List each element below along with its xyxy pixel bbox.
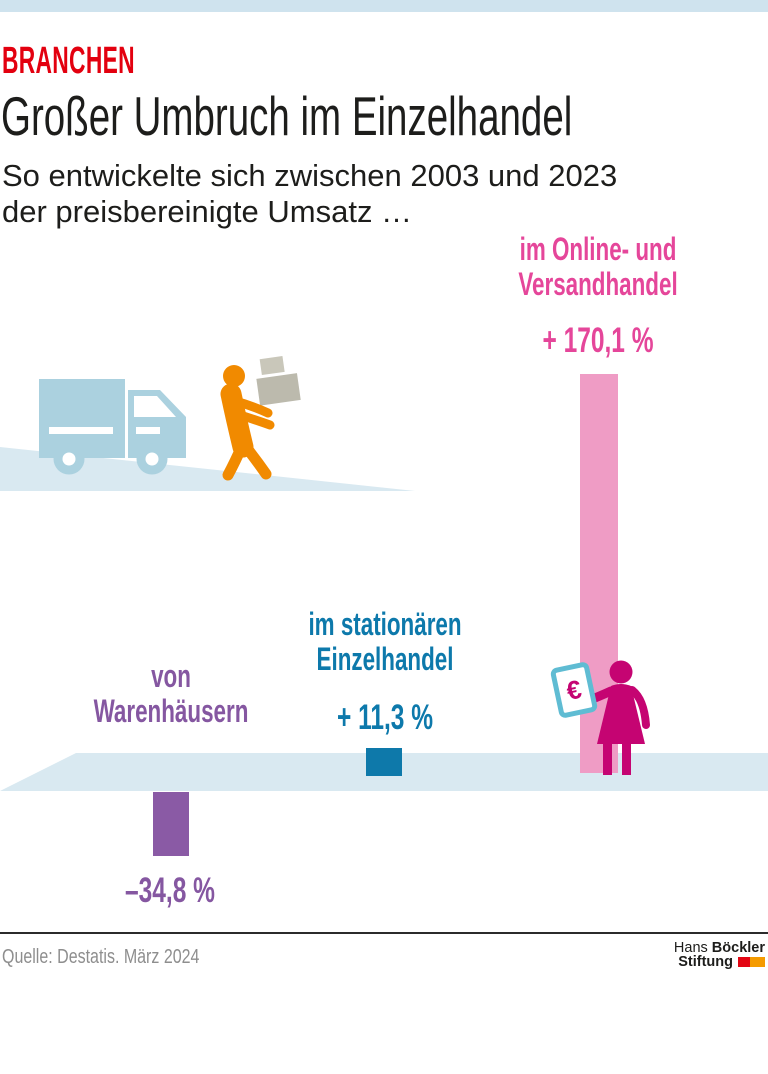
bar-warenhaeuser (153, 792, 189, 856)
label-online-line2: Versandhandel (518, 266, 678, 302)
logo-red-square-icon (738, 957, 750, 967)
label-station-line2: Einzelhandel (316, 641, 454, 677)
parcel-icons (256, 355, 301, 406)
label-station-line1: im stationären (308, 606, 462, 642)
tablet-euro-icon: € (550, 662, 598, 718)
label-waren-line1: von (151, 658, 191, 694)
top-accent-strip (0, 0, 768, 12)
logo-line1: Hans Böckler (673, 940, 765, 956)
value-stationaerer-einzelhandel: + 11,3 % (336, 698, 434, 737)
logo-hans: Hans (673, 940, 708, 956)
subtitle-line1: So entwickelte sich zwischen 2003 und 20… (2, 158, 618, 193)
delivery-truck-icon (39, 379, 186, 475)
logo-orange-square-icon (750, 957, 765, 967)
logo-line2: Stiftung (674, 955, 765, 969)
delivery-person-icon (220, 365, 275, 481)
label-warenhaeuser: von Warenhäusern (66, 659, 276, 729)
subtitle-line2: der preisbereinigte Umsatz … (2, 194, 413, 229)
source-note: Quelle: Destatis. März 2024 (2, 946, 200, 968)
hans-boeckler-stiftung-logo: Hans Böckler Stiftung (674, 941, 765, 969)
footer-divider (0, 932, 768, 934)
bar-stationaerer-einzelhandel (366, 748, 402, 776)
label-online-versandhandel: im Online- und Versandhandel (493, 232, 703, 302)
value-online-versandhandel: + 170,1 % (542, 321, 654, 360)
logo-boeckler: Böckler (711, 940, 765, 956)
subtitle: So entwickelte sich zwischen 2003 und 20… (2, 158, 617, 230)
page-title: Großer Umbruch im Einzelhandel (1, 85, 573, 147)
euro-sign: € (564, 674, 584, 706)
label-online-line1: im Online- und (519, 231, 677, 267)
logo-stiftung: Stiftung (678, 954, 733, 970)
kicker: BRANCHEN (2, 40, 135, 82)
value-warenhaeuser: –34,8 % (125, 871, 215, 910)
label-stationaerer-einzelhandel: im stationären Einzelhandel (280, 607, 490, 677)
label-waren-line2: Warenhäusern (93, 693, 249, 729)
